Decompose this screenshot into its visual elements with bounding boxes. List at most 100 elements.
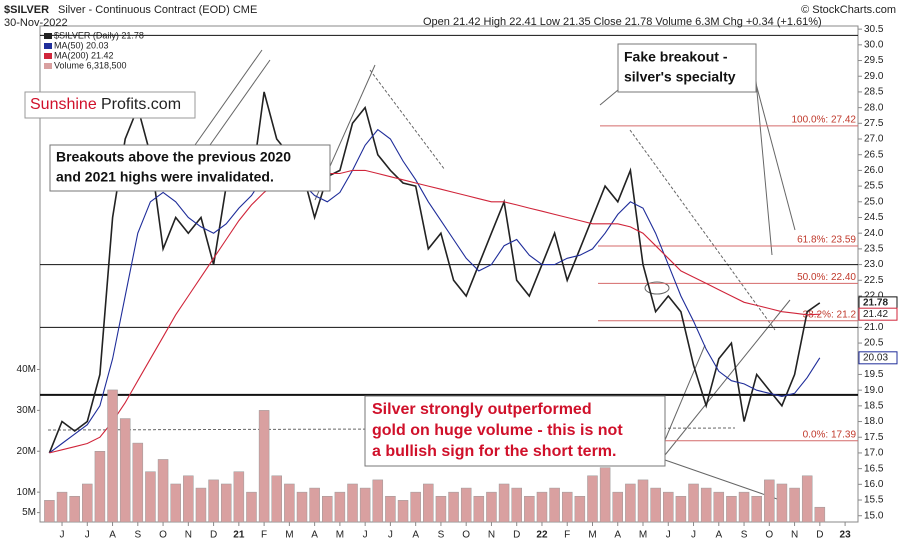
volume-bar	[334, 491, 346, 523]
legend-entry: MA(50) 20.03	[54, 40, 109, 50]
x-tick-label: A	[311, 530, 318, 541]
x-tick-label: F	[564, 530, 570, 541]
volume-bar	[195, 487, 207, 523]
volume-bar	[738, 491, 750, 523]
legend-entry: MA(200) 21.42	[54, 50, 114, 60]
x-tick-label: A	[715, 530, 722, 541]
series-line	[49, 169, 820, 454]
volume-bar	[82, 483, 93, 523]
x-tick-label: D	[513, 530, 520, 541]
annotation: Breakouts above the previous 2020	[56, 149, 291, 165]
volume-bar	[309, 487, 320, 523]
value-tag	[858, 307, 898, 321]
y-tick-label: 22.5	[864, 275, 884, 286]
volume-bar	[435, 495, 447, 523]
chart-subtitle: Silver - Continuous Contract (EOD) CME	[58, 4, 257, 16]
volume-bar	[448, 491, 459, 523]
value-tag-label: 21.42	[863, 309, 888, 320]
y-tick-label: 23.5	[864, 244, 884, 255]
x-tick-label: J	[388, 530, 393, 541]
volume-bar	[347, 483, 358, 523]
y-tick-label: 30.5	[864, 24, 884, 35]
volume-bar	[473, 495, 485, 523]
legend-swatch	[44, 43, 52, 49]
volume-bar	[650, 487, 661, 523]
y-tick-label: 19.5	[864, 369, 884, 380]
x-tick-label: 22	[536, 530, 548, 541]
series-line	[48, 91, 821, 454]
x-tick-label: M	[336, 530, 344, 541]
volume-bar	[524, 495, 535, 523]
y-tick-label: 17.0	[864, 448, 884, 459]
y2-tick-label: 5M	[22, 507, 36, 518]
fib-label: 38.2%: 21.2	[803, 309, 857, 320]
volume-bar	[397, 500, 409, 523]
volume-bar	[637, 479, 649, 523]
y-tick-label: 25.5	[864, 181, 884, 192]
y2-tick-label: 40M	[17, 364, 36, 375]
x-tick-label: O	[765, 530, 773, 541]
volume-bar	[246, 491, 257, 523]
volume-bar	[688, 483, 699, 523]
y-tick-label: 24.5	[864, 212, 884, 223]
volume-bar	[574, 495, 586, 523]
volume-bar	[713, 491, 725, 523]
volume-bar	[625, 483, 636, 523]
y-tick-label: 18.0	[864, 416, 884, 427]
legend-swatch	[44, 53, 52, 59]
series-line	[49, 128, 821, 454]
volume-bar	[511, 487, 522, 523]
fib-label: 61.8%: 23.59	[797, 235, 856, 246]
annotation: Silver strongly outperformed	[372, 401, 592, 418]
volume-bar	[322, 495, 333, 523]
y-tick-label: 21.0	[864, 322, 884, 333]
x-tick-label: F	[261, 530, 267, 541]
y-tick-label: 28.0	[864, 102, 884, 113]
y2-tick-label: 10M	[17, 487, 36, 498]
volume-bar	[549, 487, 560, 523]
volume-bar	[498, 483, 510, 523]
volume-bar	[561, 491, 573, 523]
volume-bar	[764, 479, 775, 523]
y-tick-label: 17.5	[864, 432, 884, 443]
annotation: Fake breakout -	[624, 49, 728, 65]
volume-bar	[94, 451, 106, 523]
y-tick-label: 22.0	[864, 291, 884, 302]
y-tick-label: 15.0	[864, 510, 884, 521]
annotation: silver's specialty	[624, 69, 736, 85]
x-tick-label: J	[666, 530, 671, 541]
volume-bar	[220, 483, 232, 523]
volume-bar	[145, 471, 156, 523]
y2-tick-label: 20M	[17, 446, 36, 457]
volume-bar	[372, 479, 384, 523]
x-tick-label: N	[488, 530, 495, 541]
volume-bar	[56, 491, 68, 523]
x-tick-label: M	[588, 530, 596, 541]
y-tick-label: 30.0	[864, 39, 884, 50]
volume-bar	[157, 459, 169, 523]
x-tick-label: D	[816, 530, 823, 541]
y2-tick-label: 30M	[17, 405, 36, 416]
legend-swatch	[44, 33, 52, 39]
legend-entry: Volume 6,318,500	[54, 60, 127, 70]
y-tick-label: 27.0	[864, 134, 884, 145]
x-tick-label: S	[741, 530, 748, 541]
y-tick-label: 23.0	[864, 259, 884, 270]
y-tick-label: 16.0	[864, 479, 884, 490]
x-tick-label: 21	[233, 530, 245, 541]
volume-bar	[410, 491, 421, 523]
x-tick-label: M	[285, 530, 293, 541]
volume-bar	[119, 418, 131, 523]
x-tick-label: O	[462, 530, 470, 541]
annotation: gold on huge volume - this is not	[372, 422, 623, 439]
x-tick-label: S	[134, 530, 141, 541]
y-tick-label: 25.0	[864, 196, 884, 207]
x-tick-label: J	[60, 530, 65, 541]
volume-bar	[801, 475, 813, 523]
volume-bar	[385, 495, 396, 523]
x-tick-label: N	[791, 530, 798, 541]
volume-bar	[44, 500, 55, 523]
annotation-box	[49, 144, 331, 192]
annotation-box	[617, 43, 757, 93]
annotation: and 2021 highs were invalidated.	[56, 169, 274, 185]
